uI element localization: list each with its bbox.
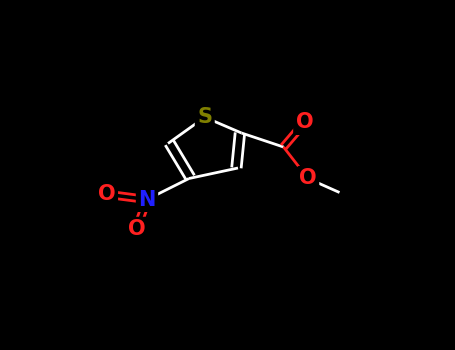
Text: O: O [296, 112, 313, 133]
Text: S: S [197, 107, 212, 127]
Text: O: O [299, 168, 317, 189]
Text: N: N [138, 189, 156, 210]
Text: O: O [128, 219, 145, 239]
Text: O: O [98, 184, 116, 204]
